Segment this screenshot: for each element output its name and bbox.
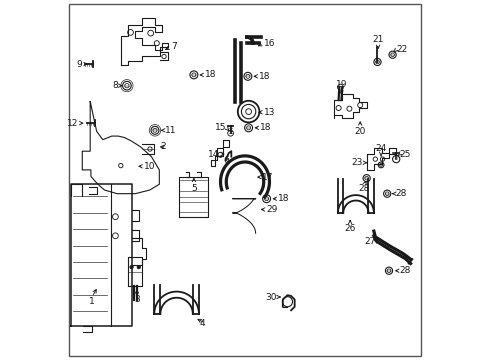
Text: 11: 11 [165, 126, 176, 135]
Text: 8: 8 [113, 81, 118, 90]
Text: 18: 18 [259, 72, 270, 81]
Text: 20: 20 [354, 127, 366, 136]
Text: 25: 25 [400, 150, 411, 158]
Text: 6: 6 [223, 156, 229, 165]
Text: 7: 7 [171, 42, 177, 51]
Text: 3: 3 [134, 295, 140, 304]
Circle shape [137, 265, 141, 269]
Text: 23: 23 [352, 158, 363, 167]
Text: 18: 18 [260, 123, 271, 132]
Text: 9: 9 [76, 60, 82, 69]
Text: 14: 14 [208, 150, 220, 158]
Text: 1: 1 [89, 297, 95, 306]
Text: 13: 13 [264, 108, 275, 117]
Text: 19: 19 [336, 80, 347, 89]
Text: 15: 15 [215, 123, 226, 132]
Text: 17: 17 [262, 173, 274, 181]
Text: 18: 18 [205, 71, 216, 79]
Text: 28: 28 [395, 189, 407, 198]
Text: 30: 30 [265, 292, 277, 302]
Text: 28: 28 [359, 184, 370, 193]
Polygon shape [82, 102, 159, 194]
Text: 16: 16 [264, 39, 275, 48]
Text: 18: 18 [278, 194, 290, 203]
Text: 2: 2 [160, 143, 166, 152]
Text: 26: 26 [344, 224, 356, 233]
Text: 22: 22 [396, 45, 408, 54]
Circle shape [130, 265, 133, 269]
Text: 29: 29 [266, 205, 277, 214]
Text: 4: 4 [200, 319, 205, 328]
Text: 12: 12 [67, 118, 79, 127]
Text: 28: 28 [400, 266, 411, 275]
Text: 5: 5 [191, 184, 197, 193]
Text: 27: 27 [364, 238, 375, 246]
Text: 21: 21 [372, 35, 384, 44]
Text: 10: 10 [144, 162, 155, 171]
Text: 24: 24 [375, 144, 387, 153]
